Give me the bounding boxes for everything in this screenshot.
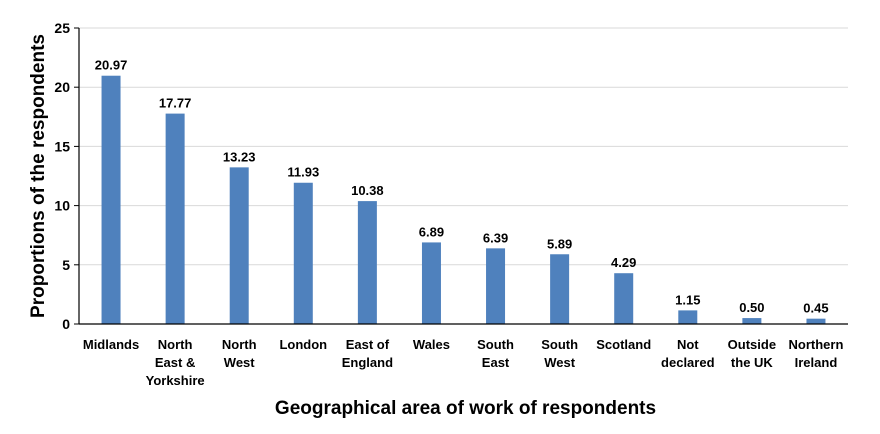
data-label: 11.93: [287, 165, 319, 180]
bar: [229, 167, 249, 324]
category-label-line: declared: [661, 355, 715, 370]
category-label-line: North: [222, 337, 257, 352]
category-label-line: East of: [346, 337, 390, 352]
data-label: 6.89: [419, 224, 444, 239]
category-label: Northern Ireland: [789, 337, 844, 370]
bar: [486, 248, 506, 324]
category-label-line: West: [224, 355, 255, 370]
data-label: 0.45: [803, 301, 828, 316]
bar: [678, 310, 698, 324]
category-label: London: [279, 337, 327, 352]
bar: [550, 254, 570, 324]
data-label: 20.97: [95, 58, 128, 73]
category-label-line: East: [482, 355, 510, 370]
bar: [165, 113, 185, 324]
y-axis-ticks: 0 5 10 15 20 25: [54, 20, 79, 332]
data-label: 6.39: [483, 230, 508, 245]
data-label: 1.15: [675, 292, 700, 307]
y-tick-label: 0: [62, 316, 70, 332]
category-label: South West: [541, 337, 578, 370]
y-tick-label: 5: [62, 257, 70, 273]
data-label: 13.23: [223, 149, 256, 164]
category-label-line: Scotland: [596, 337, 651, 352]
category-label-line: South: [541, 337, 578, 352]
category-label: North West: [222, 337, 257, 370]
bar: [806, 318, 826, 324]
y-tick-label: 20: [54, 79, 70, 95]
bar: [293, 182, 313, 324]
category-label-line: Northern: [789, 337, 844, 352]
category-label-line: Ireland: [795, 355, 838, 370]
data-label: 5.89: [547, 236, 572, 251]
y-tick-label: 15: [54, 138, 70, 154]
data-labels: 20.97 17.77 13.23 11.93 10.38 6.89 6.39 5.89 4.2…: [95, 58, 829, 316]
category-label-line: Midlands: [83, 337, 139, 352]
category-label: Not declared: [661, 337, 715, 370]
category-label: North East & Yorkshire: [146, 337, 205, 388]
category-label: South East: [477, 337, 514, 370]
data-label: 4.29: [611, 255, 636, 270]
bars: [101, 75, 826, 324]
category-label-line: North: [158, 337, 193, 352]
category-label-line: Outside: [728, 337, 776, 352]
bar: [357, 201, 377, 324]
category-label-line: Not: [677, 337, 699, 352]
category-label: East of England: [342, 337, 393, 370]
category-label-line: Yorkshire: [146, 373, 205, 388]
y-tick-label: 10: [54, 198, 70, 214]
y-axis-label: Proportions of the respondents: [28, 34, 49, 318]
bar: [421, 242, 441, 324]
category-label-line: England: [342, 355, 393, 370]
bar: [614, 273, 634, 324]
bar: [101, 75, 121, 324]
category-label: Scotland: [596, 337, 651, 352]
data-label: 10.38: [351, 183, 384, 198]
data-label: 17.77: [159, 96, 192, 111]
y-tick-label: 25: [54, 20, 70, 36]
category-label-line: Wales: [413, 337, 450, 352]
gridlines: [79, 27, 848, 266]
category-label-line: the UK: [731, 355, 774, 370]
data-label: 0.50: [739, 300, 764, 315]
x-axis-label: Geographical area of work of respondents: [275, 398, 656, 419]
category-label: Midlands: [83, 337, 139, 352]
category-label: Outside the UK: [728, 337, 776, 370]
category-label-line: West: [544, 355, 575, 370]
bar: [742, 318, 762, 324]
category-label-line: South: [477, 337, 514, 352]
category-label-line: East &: [155, 355, 195, 370]
category-label: Wales: [413, 337, 450, 352]
category-label-line: London: [279, 337, 327, 352]
category-labels: Midlands North East & Yorkshire North West Lon…: [83, 337, 844, 388]
